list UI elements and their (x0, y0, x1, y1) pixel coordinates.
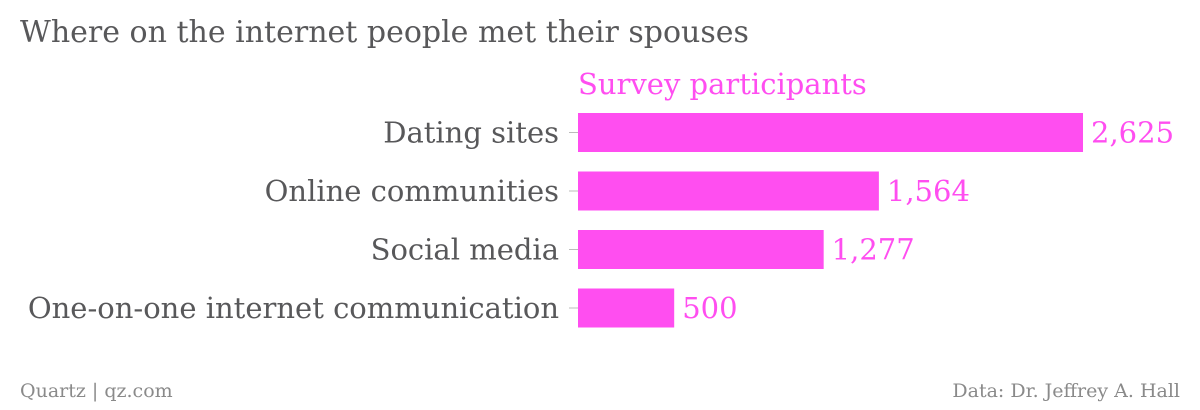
bar (578, 230, 824, 269)
chart-title: Where on the internet people met their s… (20, 15, 749, 50)
value-label: 500 (682, 291, 737, 325)
value-label: 1,277 (832, 233, 915, 267)
category-label: One-on-one internet communication (28, 291, 559, 325)
series-header: Survey participants (578, 67, 867, 101)
value-label: 1,564 (887, 174, 970, 208)
footer-source-left: Quartz | qz.com (20, 380, 173, 402)
category-label: Online communities (265, 174, 559, 208)
bar (578, 171, 879, 211)
value-label: 2,625 (1091, 116, 1174, 150)
category-label: Social media (371, 233, 559, 267)
bar (578, 288, 675, 328)
bar (578, 113, 1083, 152)
category-label: Dating sites (383, 116, 559, 150)
bar-group: Dating sites 2,625 Online communities 1,564… (28, 113, 1174, 328)
footer-source-right: Data: Dr. Jeffrey A. Hall (952, 380, 1180, 402)
